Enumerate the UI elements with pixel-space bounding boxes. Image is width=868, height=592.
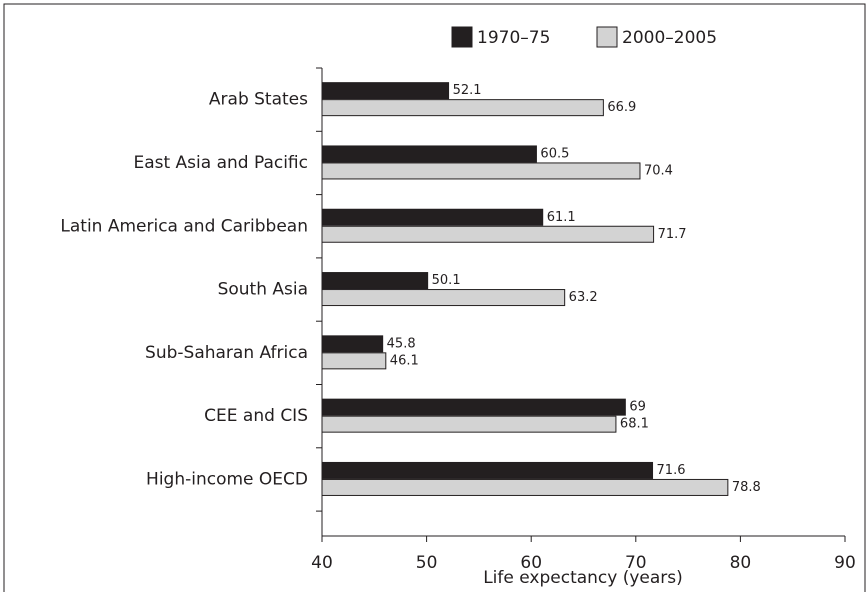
- x-tick-label: 90: [834, 553, 856, 573]
- bar: [321, 461, 654, 479]
- x-axis-title: Life expectancy (years): [483, 568, 683, 588]
- value-label: 68.1: [620, 417, 649, 432]
- category-label: Latin America and Caribbean: [60, 216, 308, 236]
- frame: [3, 3, 866, 592]
- x-tick-label: 50: [416, 553, 438, 573]
- value-label: 70.4: [644, 163, 673, 178]
- bar: [321, 225, 655, 243]
- bar: [321, 272, 429, 290]
- bar: [321, 99, 604, 117]
- bar: [321, 478, 729, 496]
- value-label: 52.1: [453, 83, 482, 98]
- bar: [321, 208, 544, 226]
- value-label: 78.8: [732, 480, 761, 495]
- bar: [321, 398, 626, 416]
- bar: [321, 82, 450, 100]
- bar: [321, 415, 617, 433]
- value-label: 61.1: [547, 210, 576, 225]
- bar: [321, 335, 384, 353]
- value-label: 46.1: [390, 353, 419, 368]
- category-label: Sub-Saharan Africa: [145, 343, 308, 363]
- legend-label: 1970–75: [477, 28, 550, 48]
- value-label: 63.2: [569, 290, 598, 305]
- x-tick-label: 80: [730, 553, 752, 573]
- x-tick-label: 70: [625, 553, 647, 573]
- value-label: 69: [629, 400, 646, 415]
- bar: [321, 162, 641, 180]
- x-tick-label: 60: [520, 553, 542, 573]
- value-label: 66.9: [607, 100, 636, 115]
- value-label: 71.6: [657, 463, 686, 478]
- bar: [321, 289, 566, 307]
- legend-label: 2000–2005: [622, 28, 717, 48]
- category-label: East Asia and Pacific: [133, 153, 308, 173]
- x-tick-label: 40: [311, 553, 333, 573]
- category-label: CEE and CIS: [204, 406, 308, 426]
- value-label: 50.1: [432, 273, 461, 288]
- category-label: South Asia: [218, 280, 308, 300]
- value-label: 45.8: [387, 336, 416, 351]
- category-label: Arab States: [209, 90, 308, 110]
- bar: [321, 352, 387, 370]
- category-label: High-income OECD: [146, 469, 308, 489]
- value-label: 71.7: [658, 227, 687, 242]
- value-label: 60.5: [540, 146, 569, 161]
- legend-swatch: [451, 26, 473, 48]
- bar: [321, 145, 537, 163]
- legend-swatch: [596, 26, 618, 48]
